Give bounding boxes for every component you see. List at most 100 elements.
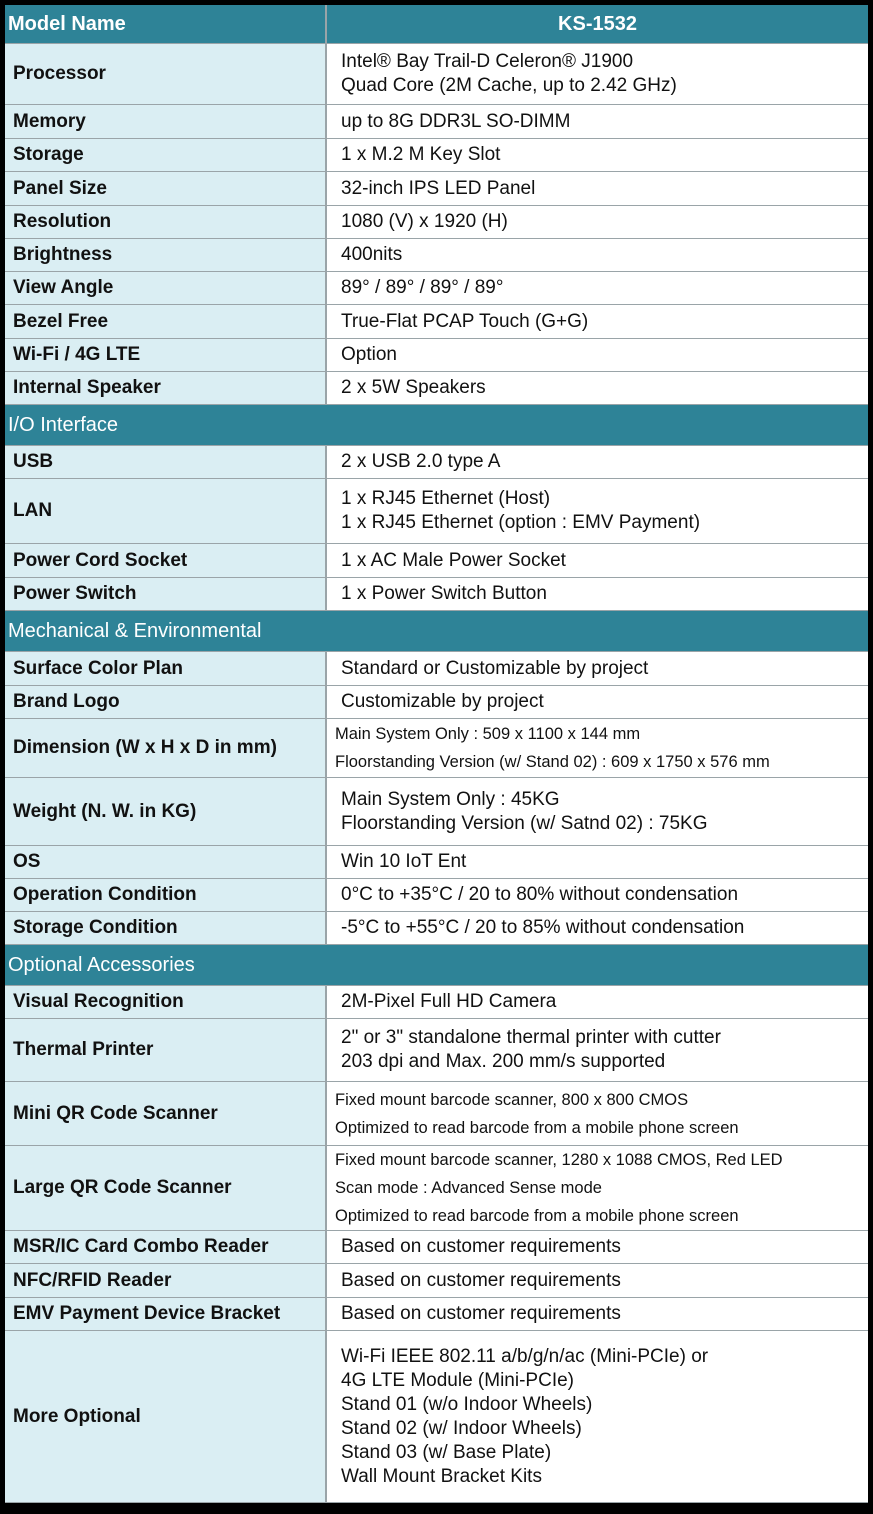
spec-label: Resolution <box>5 206 327 238</box>
section-header: Mechanical & Environmental <box>5 611 868 652</box>
spec-label: Processor <box>5 44 327 104</box>
spec-label: Weight (N. W. in KG) <box>5 778 327 845</box>
spec-row: LAN 1 x RJ45 Ethernet (Host) 1 x RJ45 Ethe… <box>5 479 868 544</box>
spec-row: Internal Speaker 2 x 5W Speakers <box>5 372 868 405</box>
spec-row: Power Cord Socket 1 x AC Male Power Socke… <box>5 544 868 578</box>
spec-value: Wi-Fi IEEE 802.11 a/b/g/n/ac (Mini-PCIe)… <box>327 1331 868 1502</box>
spec-value-line: 1 x RJ45 Ethernet (option : EMV Payment) <box>341 512 701 533</box>
spec-value-line: 2" or 3" standalone thermal printer with… <box>341 1027 721 1048</box>
spec-row: Memory up to 8G DDR3L SO-DIMM <box>5 105 868 139</box>
spec-value: 1 x Power Switch Button <box>327 578 868 610</box>
model-name-value: KS-1532 <box>558 12 637 35</box>
spec-label: Brightness <box>5 239 327 271</box>
spec-row: Brightness 400nits <box>5 239 868 272</box>
spec-label: More Optional <box>5 1331 327 1502</box>
spec-value-line: 1080 (V) x 1920 (H) <box>341 211 508 232</box>
spec-label: Brand Logo <box>5 686 327 718</box>
spec-value: Fixed mount barcode scanner, 1280 x 1088… <box>327 1146 868 1230</box>
spec-label: Thermal Printer <box>5 1019 327 1081</box>
spec-value: 2 x USB 2.0 type A <box>327 446 868 478</box>
spec-value-line: True-Flat PCAP Touch (G+G) <box>341 310 589 332</box>
spec-value: 1 x AC Male Power Socket <box>327 544 868 577</box>
spec-label: Memory <box>5 105 327 138</box>
spec-label: Surface Color Plan <box>5 652 327 685</box>
table-header: Model Name KS-1532 <box>5 5 868 44</box>
spec-row: USB 2 x USB 2.0 type A <box>5 446 868 479</box>
spec-row: Power Switch 1 x Power Switch Button <box>5 578 868 611</box>
spec-value-line: 4G LTE Module (Mini-PCIe) <box>341 1369 574 1391</box>
spec-value-line: Customizable by project <box>341 691 544 712</box>
spec-value: Main System Only : 45KG Floorstanding Ver… <box>327 778 868 845</box>
spec-value: 2M-Pixel Full HD Camera <box>327 986 868 1018</box>
spec-label: Internal Speaker <box>5 372 327 404</box>
spec-label: Operation Condition <box>5 879 327 911</box>
spec-value: 32-inch IPS LED Panel <box>327 172 868 205</box>
spec-label: Mini QR Code Scanner <box>5 1082 327 1145</box>
spec-row: Operation Condition 0°C to +35°C / 20 to … <box>5 879 868 912</box>
spec-value-line: Quad Core (2M Cache, up to 2.42 GHz) <box>341 75 677 96</box>
spec-row: More Optional Wi-Fi IEEE 802.11 a/b/g/n/a… <box>5 1331 868 1503</box>
spec-value: Standard or Customizable by project <box>327 652 868 685</box>
spec-value: 1080 (V) x 1920 (H) <box>327 206 868 238</box>
spec-row: Bezel Free True-Flat PCAP Touch (G+G) <box>5 305 868 339</box>
spec-row: Surface Color Plan Standard or Customizab… <box>5 652 868 686</box>
spec-row: Storage 1 x M.2 M Key Slot <box>5 139 868 172</box>
spec-label: View Angle <box>5 272 327 304</box>
spec-label: MSR/IC Card Combo Reader <box>5 1231 327 1263</box>
spec-value: up to 8G DDR3L SO-DIMM <box>327 105 868 138</box>
spec-value-line: Floorstanding Version (w/ Satnd 02) : 75… <box>341 812 708 834</box>
spec-row: Brand Logo Customizable by project <box>5 686 868 719</box>
spec-value-line: up to 8G DDR3L SO-DIMM <box>341 110 571 132</box>
model-name-label: Model Name <box>5 5 327 43</box>
spec-label: Storage <box>5 139 327 171</box>
spec-value-line: Wall Mount Bracket Kits <box>341 1465 542 1487</box>
spec-value-line: Optimized to read barcode from a mobile … <box>335 1118 739 1137</box>
spec-row: Wi-Fi / 4G LTE Option <box>5 339 868 372</box>
spec-value: 2" or 3" standalone thermal printer with… <box>327 1019 868 1081</box>
spec-value-line: Scan mode : Advanced Sense mode <box>335 1179 602 1197</box>
spec-value-line: Main System Only : 45KG <box>341 788 560 810</box>
spec-value-line: Wi-Fi IEEE 802.11 a/b/g/n/ac (Mini-PCIe)… <box>341 1345 709 1367</box>
spec-label: Large QR Code Scanner <box>5 1146 327 1230</box>
spec-value-line: 400nits <box>341 244 403 265</box>
spec-value-line: Stand 02 (w/ Indoor Wheels) <box>341 1417 582 1439</box>
spec-value: Intel® Bay Trail-D Celeron® J1900 Quad Co… <box>327 44 868 104</box>
spec-value: -5°C to +55°C / 20 to 85% without conden… <box>327 912 868 944</box>
spec-value-line: Intel® Bay Trail-D Celeron® J1900 <box>341 51 634 72</box>
spec-row: OS Win 10 IoT Ent <box>5 846 868 879</box>
spec-value-line: Stand 03 (w/ Base Plate) <box>341 1441 552 1463</box>
spec-value-line: 2 x USB 2.0 type A <box>341 451 501 472</box>
spec-value-line: 89° / 89° / 89° / 89° <box>341 277 504 298</box>
spec-label: Power Cord Socket <box>5 544 327 577</box>
spec-row: Weight (N. W. in KG) Main System Only : 4… <box>5 778 868 846</box>
spec-value-line: 1 x M.2 M Key Slot <box>341 144 501 165</box>
spec-value-line: 2M-Pixel Full HD Camera <box>341 991 557 1012</box>
spec-value-line: Fixed mount barcode scanner, 1280 x 1088… <box>335 1151 783 1169</box>
spec-table: Model Name KS-1532 Processor Intel® Bay T… <box>5 5 868 1503</box>
spec-value-line: Floorstanding Version (w/ Stand 02) : 60… <box>335 753 770 771</box>
spec-row: Thermal Printer 2" or 3" standalone therm… <box>5 1019 868 1082</box>
spec-label: EMV Payment Device Bracket <box>5 1298 327 1330</box>
spec-label: Panel Size <box>5 172 327 205</box>
spec-row: View Angle 89° / 89° / 89° / 89° <box>5 272 868 305</box>
spec-value: Fixed mount barcode scanner, 800 x 800 C… <box>327 1082 868 1145</box>
spec-row: Processor Intel® Bay Trail-D Celeron® J19… <box>5 44 868 105</box>
spec-label: OS <box>5 846 327 878</box>
spec-value: Win 10 IoT Ent <box>327 846 868 878</box>
spec-row: NFC/RFID Reader Based on customer require… <box>5 1264 868 1298</box>
spec-label: LAN <box>5 479 327 543</box>
spec-value-line: 2 x 5W Speakers <box>341 377 486 398</box>
spec-row: Resolution 1080 (V) x 1920 (H) <box>5 206 868 239</box>
spec-value-line: Main System Only : 509 x 1100 x 144 mm <box>335 725 641 743</box>
spec-row: Panel Size 32-inch IPS LED Panel <box>5 172 868 206</box>
spec-value: Customizable by project <box>327 686 868 718</box>
spec-value-line: Based on customer requirements <box>341 1236 621 1257</box>
spec-row: Visual Recognition 2M-Pixel Full HD Camer… <box>5 986 868 1019</box>
spec-value-line: 32-inch IPS LED Panel <box>341 177 536 199</box>
spec-value-line: 1 x RJ45 Ethernet (Host) <box>341 488 551 509</box>
spec-value: True-Flat PCAP Touch (G+G) <box>327 305 868 338</box>
spec-value: 1 x RJ45 Ethernet (Host) 1 x RJ45 Etherne… <box>327 479 868 543</box>
spec-value: 400nits <box>327 239 868 271</box>
spec-label: USB <box>5 446 327 478</box>
spec-value-line: Win 10 IoT Ent <box>341 851 467 872</box>
